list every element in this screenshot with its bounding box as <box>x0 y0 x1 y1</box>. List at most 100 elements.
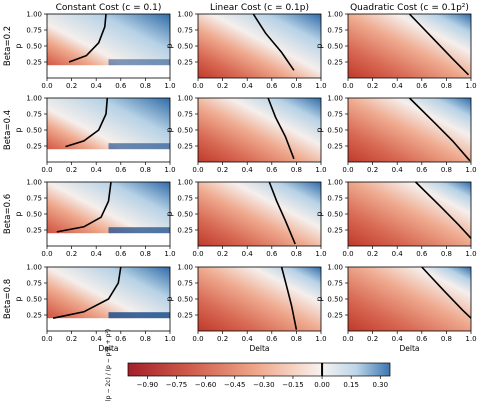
y-axis-label: p <box>315 211 324 216</box>
x-axis-label-1: Delta <box>249 344 269 353</box>
x-tick-label: 0.4 <box>242 335 254 343</box>
zero-contour-line <box>268 181 296 245</box>
panel-r1-c0: 0.25 0.50 0.75 1.00 p 0.0 0.2 0.4 0.6 0.8 1.0 <box>14 95 176 175</box>
x-tick-label: 1.0 <box>315 250 326 258</box>
zero-contour-line <box>65 97 109 148</box>
x-tick-label: 0.2 <box>66 250 77 258</box>
colorbar-frame <box>127 362 391 377</box>
heatmap-field <box>348 267 471 331</box>
colorbar-tick-label: −0.15 <box>282 381 303 389</box>
y-tick-label: 0.50 <box>327 211 343 219</box>
zero-contour-line <box>415 181 472 239</box>
x-tick-label: 0.8 <box>291 335 302 343</box>
y-tick-label: 0.25 <box>177 312 193 320</box>
y-tick-label: 1.00 <box>177 95 193 103</box>
x-tick-label: 0.6 <box>416 335 428 343</box>
y-axis-label: p <box>14 296 23 301</box>
x-tick-label: 0.4 <box>392 335 404 343</box>
y-tick-label: 0.25 <box>177 59 193 67</box>
y-tick-label: 0.25 <box>177 227 193 235</box>
x-tick-label: 0.8 <box>441 166 452 174</box>
row-label-0: Beta=0.2 <box>3 26 13 66</box>
panel-r0-c1: 0.25 0.50 0.75 1.00 p 0.0 0.2 0.4 0.6 0.8 1.0 <box>165 11 327 91</box>
y-tick-label: 1.00 <box>26 264 42 272</box>
y-tick-label: 1.00 <box>327 95 343 103</box>
zero-contour-line <box>267 97 295 160</box>
x-tick-label: 0.4 <box>242 166 254 174</box>
y-tick-label: 0.25 <box>26 143 42 151</box>
x-tick-label: 0.6 <box>416 166 428 174</box>
y-tick-label: 0.75 <box>177 111 193 119</box>
heatmap-field <box>348 182 471 246</box>
x-tick-label: 0.6 <box>115 335 127 343</box>
row-label-1: Beta=0.4 <box>3 110 13 150</box>
y-axis-label: p <box>315 296 324 301</box>
y-tick-label: 0.25 <box>177 143 193 151</box>
x-tick-label: 0.8 <box>140 82 151 90</box>
y-tick-label: 0.25 <box>327 59 343 67</box>
panel-r3-c2: 0.25 0.50 0.75 1.00 p 0.0 0.2 0.4 0.6 0.8 1.0 <box>315 264 477 344</box>
column-title-1: Linear Cost (c = 0.1p) <box>210 3 309 13</box>
colorbar-tick-label: −0.75 <box>166 381 187 389</box>
row-label-2: Beta=0.6 <box>3 194 13 234</box>
panel-r3-c0: 0.25 0.50 0.75 1.00 p 0.0 0.2 0.4 0.6 0.8 1.0 <box>14 264 176 344</box>
x-tick-label: 0.4 <box>91 335 103 343</box>
column-title-2: Quadratic Cost (c = 0.1p²) <box>350 3 469 13</box>
heatmap-field <box>198 182 321 246</box>
x-tick-label: 0.0 <box>342 166 353 174</box>
x-tick-label: 0.0 <box>192 82 203 90</box>
x-tick-label: 0.4 <box>91 250 103 258</box>
y-tick-label: 0.75 <box>26 27 42 35</box>
y-tick-label: 0.50 <box>26 127 42 135</box>
x-tick-label: 0.2 <box>367 82 378 90</box>
colorbar-tick-label: 0.15 <box>343 381 359 389</box>
x-tick-label: 1.0 <box>465 166 476 174</box>
colorbar-tick-label: −0.60 <box>195 381 216 389</box>
y-tick-label: 0.25 <box>327 312 343 320</box>
high-value-band <box>108 227 170 234</box>
x-tick-label: 0.8 <box>291 82 302 90</box>
heatmap-field <box>198 98 321 162</box>
x-tick-label: 0.6 <box>115 82 127 90</box>
y-tick-label: 1.00 <box>327 11 343 19</box>
y-tick-label: 0.50 <box>26 43 42 51</box>
colorbar-tick-label: −0.30 <box>253 381 274 389</box>
x-tick-label: 1.0 <box>465 82 476 90</box>
y-tick-label: 1.00 <box>327 264 343 272</box>
colorbar-tick-label: −0.90 <box>137 381 158 389</box>
x-tick-label: 1.0 <box>315 166 326 174</box>
undefined-region <box>47 149 170 162</box>
high-value-band <box>108 143 170 150</box>
y-tick-label: 0.50 <box>177 43 193 51</box>
x-tick-label: 0.0 <box>342 82 353 90</box>
x-tick-label: 1.0 <box>315 82 326 90</box>
x-tick-label: 0.4 <box>242 82 254 90</box>
x-axis-labels: Delta Delta Delta <box>98 344 419 353</box>
y-axis-label: p <box>14 211 23 216</box>
x-tick-label: 1.0 <box>164 335 175 343</box>
zero-contour-line <box>408 13 470 76</box>
x-tick-label: 0.8 <box>140 250 151 258</box>
zero-contour-line <box>68 13 107 63</box>
x-tick-label: 0.8 <box>291 166 302 174</box>
undefined-region <box>47 233 170 246</box>
y-tick-label: 0.50 <box>327 127 343 135</box>
column-titles: Constant Cost (c = 0.1) Linear Cost (c = … <box>56 3 469 13</box>
y-axis-label: p <box>315 43 324 48</box>
x-tick-label: 0.6 <box>266 166 278 174</box>
y-axis-label: p <box>165 43 174 48</box>
x-tick-label: 0.2 <box>217 82 228 90</box>
y-tick-label: 0.75 <box>327 195 343 203</box>
x-tick-label: 0.6 <box>416 250 428 258</box>
colorbar-tick-label: 0.00 <box>314 381 330 389</box>
colorbar-tick-label: −0.45 <box>224 381 245 389</box>
y-tick-label: 0.75 <box>177 27 193 35</box>
x-tick-label: 0.8 <box>291 250 302 258</box>
x-tick-label: 0.0 <box>192 166 203 174</box>
y-axis-label: p <box>165 296 174 301</box>
x-tick-label: 1.0 <box>164 166 175 174</box>
x-tick-label: 1.0 <box>315 335 326 343</box>
high-value-band <box>108 312 170 319</box>
y-tick-label: 0.75 <box>26 280 42 288</box>
y-tick-label: 0.75 <box>26 195 42 203</box>
